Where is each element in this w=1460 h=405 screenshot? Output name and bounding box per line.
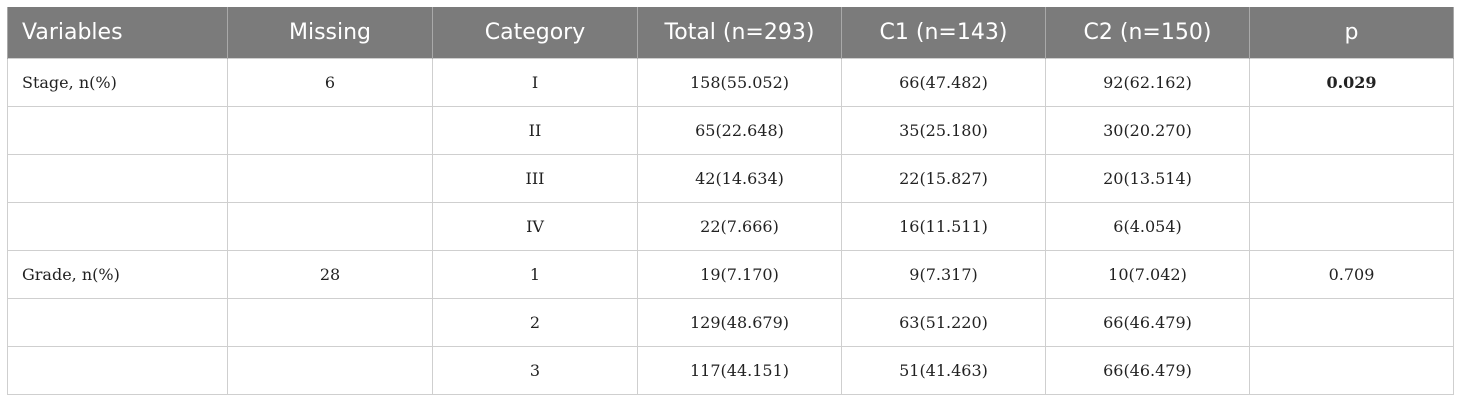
cell-c1: 35(25.180) [841,106,1046,155]
cell-total: 129(48.679) [637,298,842,347]
table-body: Stage, n(%) 6 I 158(55.052) 66(47.482) 9… [7,58,1454,395]
cell-c2: 10(7.042) [1045,250,1250,299]
cell-c1: 66(47.482) [841,58,1046,107]
cell-category: 2 [432,298,638,347]
cell-c1: 63(51.220) [841,298,1046,347]
cell-missing [227,346,433,395]
table-row: III 42(14.634) 22(15.827) 20(13.514) [7,154,1454,203]
cell-p-value [1249,346,1454,395]
cell-variable [7,346,228,395]
cell-missing [227,202,433,251]
cell-c2: 92(62.162) [1045,58,1250,107]
table-row: IV 22(7.666) 16(11.511) 6(4.054) [7,202,1454,251]
cell-missing [227,298,433,347]
cell-variable [7,154,228,203]
cell-p-value [1249,106,1454,155]
header-row: Variables Missing Category Total (n=293)… [7,7,1454,59]
cell-category: II [432,106,638,155]
data-table: Variables Missing Category Total (n=293)… [7,7,1454,395]
cell-total: 22(7.666) [637,202,842,251]
header-c1: C1 (n=143) [841,7,1046,59]
header-missing: Missing [227,7,433,59]
table-header: Variables Missing Category Total (n=293)… [7,7,1454,59]
cell-c2: 6(4.054) [1045,202,1250,251]
table-row: Stage, n(%) 6 I 158(55.052) 66(47.482) 9… [7,58,1454,107]
cell-c1: 16(11.511) [841,202,1046,251]
cell-total: 19(7.170) [637,250,842,299]
cell-category: 3 [432,346,638,395]
header-variables: Variables [7,7,228,59]
cell-c1: 9(7.317) [841,250,1046,299]
header-total: Total (n=293) [637,7,842,59]
cell-variable [7,298,228,347]
cell-variable: Grade, n(%) [7,250,228,299]
cell-variable [7,202,228,251]
table-row: II 65(22.648) 35(25.180) 30(20.270) [7,106,1454,155]
header-category: Category [432,7,638,59]
cell-variable: Stage, n(%) [7,58,228,107]
cell-total: 158(55.052) [637,58,842,107]
cell-category: IV [432,202,638,251]
cell-c2: 20(13.514) [1045,154,1250,203]
cell-c2: 30(20.270) [1045,106,1250,155]
cell-c1: 51(41.463) [841,346,1046,395]
cell-total: 117(44.151) [637,346,842,395]
cell-total: 65(22.648) [637,106,842,155]
data-table-container: Variables Missing Category Total (n=293)… [7,7,1454,395]
cell-c2: 66(46.479) [1045,298,1250,347]
header-c2: C2 (n=150) [1045,7,1250,59]
cell-category: I [432,58,638,107]
table-row: 2 129(48.679) 63(51.220) 66(46.479) [7,298,1454,347]
cell-variable [7,106,228,155]
cell-missing: 6 [227,58,433,107]
cell-p-value: 0.029 [1249,58,1454,107]
table-row: 3 117(44.151) 51(41.463) 66(46.479) [7,346,1454,395]
cell-missing: 28 [227,250,433,299]
cell-total: 42(14.634) [637,154,842,203]
header-p: p [1249,7,1454,59]
cell-category: III [432,154,638,203]
table-row: Grade, n(%) 28 1 19(7.170) 9(7.317) 10(7… [7,250,1454,299]
cell-p-value [1249,298,1454,347]
cell-missing [227,154,433,203]
cell-category: 1 [432,250,638,299]
cell-missing [227,106,433,155]
cell-p-value: 0.709 [1249,250,1454,299]
cell-c1: 22(15.827) [841,154,1046,203]
cell-c2: 66(46.479) [1045,346,1250,395]
cell-p-value [1249,202,1454,251]
cell-p-value [1249,154,1454,203]
